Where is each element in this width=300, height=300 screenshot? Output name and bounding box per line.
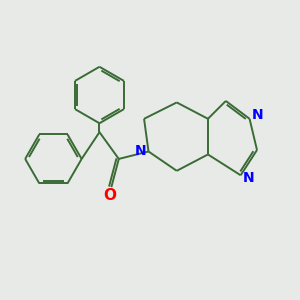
Text: N: N xyxy=(134,145,146,158)
Text: N: N xyxy=(252,108,264,122)
Text: O: O xyxy=(103,188,116,203)
Text: N: N xyxy=(243,171,255,185)
